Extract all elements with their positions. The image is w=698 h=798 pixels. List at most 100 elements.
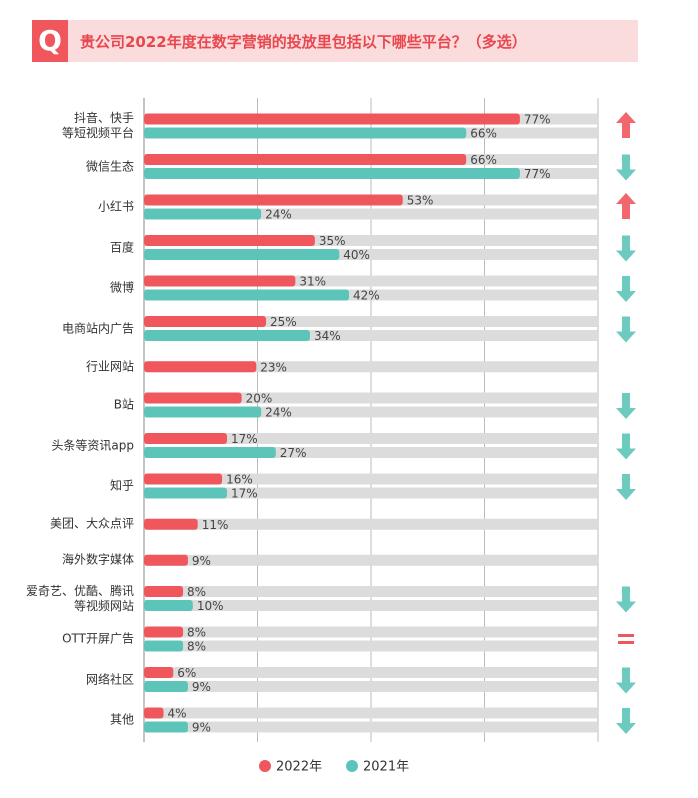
category-label: OTT开屏广告 <box>62 631 134 646</box>
bar <box>144 681 188 692</box>
value-label: 77% <box>524 113 551 127</box>
bar <box>144 600 193 611</box>
category-label: 微博 <box>109 280 134 295</box>
bar <box>144 433 227 444</box>
value-label: 34% <box>314 329 341 343</box>
bar-track <box>144 721 598 733</box>
badge: Q <box>32 20 68 62</box>
category-label: 网络社区 <box>85 672 134 686</box>
trend-down-arrow <box>616 667 636 694</box>
trend-equal <box>618 641 634 644</box>
value-label: 66% <box>470 153 497 167</box>
bar-track <box>144 681 598 692</box>
value-label: 24% <box>265 208 292 222</box>
bar <box>144 289 350 301</box>
legend-swatch <box>346 760 358 772</box>
bar <box>144 168 520 179</box>
bar <box>144 518 198 530</box>
category-label: 小红书 <box>97 199 134 214</box>
category-label: B站 <box>113 397 134 412</box>
bar <box>144 447 276 458</box>
bar-track <box>144 487 598 499</box>
category-label: 头条等资讯app <box>51 438 134 452</box>
bar <box>144 316 267 327</box>
value-label: 16% <box>226 473 253 487</box>
trend-down-arrow <box>616 235 636 262</box>
bar <box>144 586 184 597</box>
category-label: 行业网站 <box>85 359 134 374</box>
value-label: 6% <box>177 666 196 680</box>
value-label: 66% <box>470 127 497 141</box>
legend-label: 2021年 <box>363 760 409 775</box>
bar <box>144 275 296 287</box>
value-label: 42% <box>353 289 380 303</box>
bar <box>144 249 340 260</box>
bar <box>144 640 184 652</box>
bar-track <box>144 640 598 652</box>
trend-down-arrow <box>616 316 636 343</box>
bar <box>144 707 164 719</box>
value-label: 40% <box>343 248 370 262</box>
bar <box>144 208 262 220</box>
chart-title: 贵公司2022年度在数字营销的投放里包括以下哪些平台？（多选） <box>80 33 527 51</box>
trend-down-arrow <box>616 708 636 734</box>
category-label: 知乎 <box>109 478 134 493</box>
bar <box>144 235 315 246</box>
value-label: 17% <box>231 487 258 501</box>
bar-track <box>144 554 598 566</box>
trend-down-arrow <box>616 433 636 460</box>
value-label: 8% <box>187 626 206 640</box>
trend-down-arrow <box>616 586 636 613</box>
value-label: 4% <box>168 707 187 721</box>
value-label: 31% <box>299 275 326 289</box>
bar-track <box>144 707 598 719</box>
trend-down-arrow <box>616 154 636 181</box>
bar-track <box>144 433 598 444</box>
bar <box>144 626 184 638</box>
bar <box>144 361 257 373</box>
bar <box>144 194 403 206</box>
value-label: 17% <box>231 432 258 446</box>
value-label: 9% <box>192 680 211 694</box>
value-label: 77% <box>524 167 551 181</box>
bar-track <box>144 361 598 373</box>
value-label: 25% <box>270 315 297 329</box>
legend-label: 2022年 <box>276 760 322 775</box>
value-label: 24% <box>265 406 292 420</box>
value-label: 20% <box>246 392 273 406</box>
value-label: 8% <box>187 640 206 654</box>
bar <box>144 127 467 139</box>
bar <box>144 554 188 566</box>
bar <box>144 392 242 404</box>
bar-track <box>144 586 598 597</box>
title-band <box>60 20 638 62</box>
value-label: 9% <box>192 721 211 735</box>
bar-track <box>144 626 598 638</box>
bar <box>144 487 227 499</box>
category-label: 爱奇艺、优酷、腾讯 等视频网站 <box>25 583 134 613</box>
bar-track <box>144 600 598 611</box>
category-label: 电商站内广告 <box>61 321 134 335</box>
category-label: 海外数字媒体 <box>61 552 134 567</box>
value-label: 53% <box>407 194 434 208</box>
trend-up-arrow <box>616 112 636 138</box>
bar-track <box>144 518 598 530</box>
bar <box>144 667 174 678</box>
bar <box>144 406 262 418</box>
value-label: 8% <box>187 585 206 599</box>
trend-down-arrow <box>616 393 636 419</box>
value-label: 9% <box>192 554 211 568</box>
bar <box>144 473 223 485</box>
trend-down-arrow <box>616 474 636 500</box>
bar <box>144 721 188 733</box>
value-label: 11% <box>202 518 229 532</box>
bar-track <box>144 667 598 678</box>
category-label: 其他 <box>109 712 134 727</box>
trend-down-arrow <box>616 276 636 302</box>
bar <box>144 330 310 341</box>
trend-up-arrow <box>616 193 636 219</box>
category-label: 微信生态 <box>85 159 134 173</box>
category-label: 百度 <box>109 240 134 254</box>
